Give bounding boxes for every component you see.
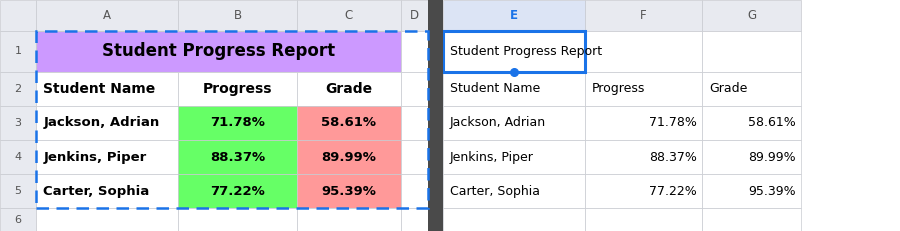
Bar: [400, 208, 428, 231]
Bar: [36, 72, 178, 106]
Bar: [0, 140, 36, 174]
Text: 95.39%: 95.39%: [321, 185, 376, 198]
Bar: [297, 140, 400, 174]
Text: 58.61%: 58.61%: [321, 116, 376, 129]
Bar: [428, 0, 443, 31]
Bar: [178, 140, 297, 174]
Text: 88.37%: 88.37%: [649, 151, 697, 164]
Bar: [443, 0, 585, 31]
Text: 89.99%: 89.99%: [748, 151, 796, 164]
Text: Grade: Grade: [325, 82, 373, 96]
Text: 58.61%: 58.61%: [748, 116, 796, 129]
Bar: [702, 0, 801, 31]
Text: Progress: Progress: [592, 82, 645, 95]
Text: Student Name: Student Name: [43, 82, 156, 96]
Text: 5: 5: [14, 186, 22, 196]
Bar: [702, 106, 801, 140]
Text: 77.22%: 77.22%: [649, 185, 697, 198]
Text: Grade: Grade: [709, 82, 748, 95]
Bar: [297, 0, 400, 31]
Bar: [36, 31, 428, 208]
Bar: [585, 72, 702, 106]
Text: 89.99%: 89.99%: [321, 151, 376, 164]
Bar: [0, 174, 36, 208]
Text: Jenkins, Piper: Jenkins, Piper: [43, 151, 147, 164]
Bar: [178, 106, 297, 140]
Bar: [178, 0, 297, 31]
Text: A: A: [104, 9, 111, 22]
Bar: [585, 140, 702, 174]
Text: D: D: [410, 9, 418, 22]
Text: C: C: [345, 9, 353, 22]
Text: B: B: [233, 9, 242, 22]
Text: Jackson, Adrian: Jackson, Adrian: [43, 116, 159, 129]
Text: 3: 3: [14, 118, 22, 128]
Bar: [178, 72, 297, 106]
Bar: [0, 0, 36, 31]
Bar: [400, 174, 428, 208]
Text: 95.39%: 95.39%: [748, 185, 796, 198]
Bar: [585, 106, 702, 140]
Bar: [0, 31, 36, 72]
Bar: [36, 140, 178, 174]
Text: 71.78%: 71.78%: [211, 116, 265, 129]
Bar: [443, 174, 585, 208]
Bar: [297, 72, 400, 106]
Bar: [443, 72, 585, 106]
Text: Carter, Sophia: Carter, Sophia: [450, 185, 540, 198]
Text: 1: 1: [14, 46, 22, 56]
Text: Jackson, Adrian: Jackson, Adrian: [450, 116, 546, 129]
Bar: [297, 208, 400, 231]
Text: 4: 4: [14, 152, 22, 162]
Bar: [702, 140, 801, 174]
Bar: [702, 208, 801, 231]
Text: F: F: [640, 9, 647, 22]
Bar: [400, 0, 428, 31]
Bar: [585, 174, 702, 208]
Text: Student Progress Report: Student Progress Report: [450, 45, 602, 58]
Bar: [702, 174, 801, 208]
Bar: [400, 106, 428, 140]
Bar: [36, 0, 178, 31]
Bar: [443, 208, 585, 231]
Text: 88.37%: 88.37%: [210, 151, 266, 164]
Bar: [178, 208, 297, 231]
Text: 6: 6: [14, 215, 22, 225]
Text: Student Progress Report: Student Progress Report: [102, 43, 335, 60]
Bar: [0, 106, 36, 140]
Bar: [702, 31, 801, 72]
Text: Carter, Sophia: Carter, Sophia: [43, 185, 149, 198]
Text: 77.22%: 77.22%: [211, 185, 265, 198]
Bar: [400, 140, 428, 174]
Bar: [443, 31, 585, 72]
Bar: [0, 72, 36, 106]
Bar: [36, 106, 178, 140]
Bar: [585, 0, 702, 31]
Bar: [36, 31, 400, 72]
Bar: [36, 174, 178, 208]
Bar: [400, 31, 428, 72]
Bar: [0, 208, 36, 231]
Text: Progress: Progress: [202, 82, 273, 96]
Bar: [400, 72, 428, 106]
Bar: [585, 208, 702, 231]
Bar: [297, 174, 400, 208]
Text: G: G: [747, 9, 756, 22]
Bar: [428, 0, 443, 231]
Text: E: E: [510, 9, 518, 22]
Text: 71.78%: 71.78%: [649, 116, 697, 129]
Bar: [36, 208, 178, 231]
Text: 2: 2: [14, 84, 22, 94]
Bar: [297, 106, 400, 140]
Text: Jenkins, Piper: Jenkins, Piper: [450, 151, 534, 164]
Bar: [702, 72, 801, 106]
Bar: [443, 106, 585, 140]
Text: Student Name: Student Name: [450, 82, 540, 95]
Bar: [585, 31, 702, 72]
Bar: [178, 174, 297, 208]
Bar: [443, 140, 585, 174]
